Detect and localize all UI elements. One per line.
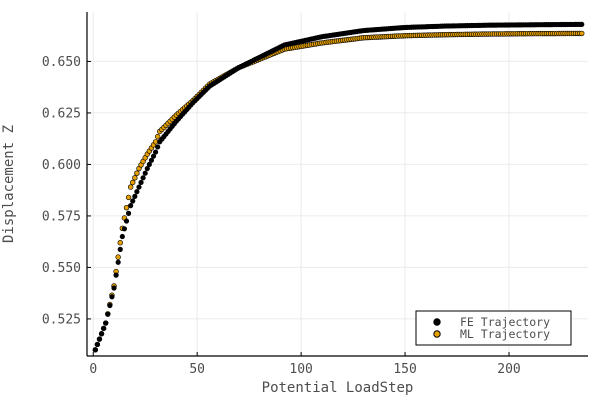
fe-trajectory-point: [105, 311, 111, 317]
fe-trajectory-point: [119, 233, 125, 240]
fe-trajectory-point: [103, 320, 109, 326]
ml-trajectory-point: [132, 175, 138, 181]
fe-trajectory-series: [92, 21, 585, 353]
legend-box: [415, 310, 572, 346]
x-tick-label: 200: [497, 362, 520, 377]
y-tick-label: 0.550: [42, 261, 81, 276]
fe-trajectory-point: [123, 218, 130, 224]
ml-trajectory-point: [579, 30, 585, 37]
fe-trajectory-point: [96, 336, 103, 342]
grid-lines: [87, 12, 588, 356]
fe-trajectory-point: [134, 189, 140, 195]
y-tick-label: 0.525: [42, 312, 81, 327]
x-tick-label: 150: [393, 362, 416, 377]
axes: [86, 12, 588, 357]
fe-trajectory-point: [128, 203, 134, 209]
fe-trajectory-point: [579, 21, 585, 27]
x-tick-label: 50: [189, 362, 205, 377]
y-tick-label: 0.575: [42, 209, 81, 224]
fe-trajectory-point: [142, 170, 148, 176]
y-tick-label: 0.650: [42, 55, 81, 70]
ml-trajectory-point: [134, 170, 140, 176]
y-tick-label: 0.625: [42, 106, 81, 121]
fe-trajectory-point: [117, 246, 123, 252]
fe-trajectory-point: [125, 210, 132, 216]
fe-trajectory-point: [153, 149, 159, 155]
fe-trajectory-point: [132, 193, 138, 199]
tick-labels: 0 50 100 150 200 0.525 0.550 0.575 0.600 0.625 0.6…: [42, 55, 521, 377]
fe-trajectory-point: [148, 157, 155, 163]
legend-marker-fe: [433, 318, 441, 326]
y-axis-label: Displacement Z: [1, 125, 17, 243]
fe-trajectory-point: [121, 226, 128, 232]
fe-trajectory-point: [111, 285, 117, 291]
legend-marker-ml: [433, 330, 441, 338]
ml-trajectory-point: [117, 240, 123, 246]
fe-trajectory-point: [138, 179, 144, 186]
ml-trajectory-point: [127, 184, 134, 190]
legend-label-ml: ML Trajectory: [460, 327, 550, 341]
ml-trajectory-point: [125, 194, 132, 201]
fe-trajectory-point: [94, 341, 100, 348]
ml-trajectory-point: [154, 133, 161, 140]
legend: FE Trajectory ML Trajectory: [415, 310, 572, 346]
fe-trajectory-point: [92, 347, 98, 353]
ml-trajectory-point: [123, 204, 130, 211]
fe-trajectory-point: [150, 153, 157, 159]
legend-label-fe: FE Trajectory: [460, 315, 550, 329]
fe-trajectory-point: [155, 144, 161, 150]
ml-trajectory-series: [92, 30, 585, 353]
fe-trajectory-point: [107, 302, 113, 309]
fe-trajectory-point: [130, 198, 136, 204]
x-tick-label: 0: [89, 362, 97, 377]
fe-trajectory-point: [98, 331, 105, 337]
fe-trajectory-point: [144, 165, 150, 172]
fe-trajectory-point: [109, 294, 115, 300]
x-tick-label: 100: [289, 362, 312, 377]
fe-trajectory-point: [140, 175, 146, 181]
x-axis-label: Potential LoadStep: [262, 380, 414, 396]
fe-trajectory-point: [101, 325, 107, 332]
ml-trajectory-point: [115, 254, 121, 260]
ml-trajectory-point: [130, 179, 136, 186]
fe-trajectory-point: [115, 259, 121, 265]
fe-trajectory-point: [113, 272, 119, 278]
fe-trajectory-point: [136, 184, 142, 190]
fe-trajectory-point: [146, 161, 152, 168]
y-tick-label: 0.600: [42, 158, 81, 173]
